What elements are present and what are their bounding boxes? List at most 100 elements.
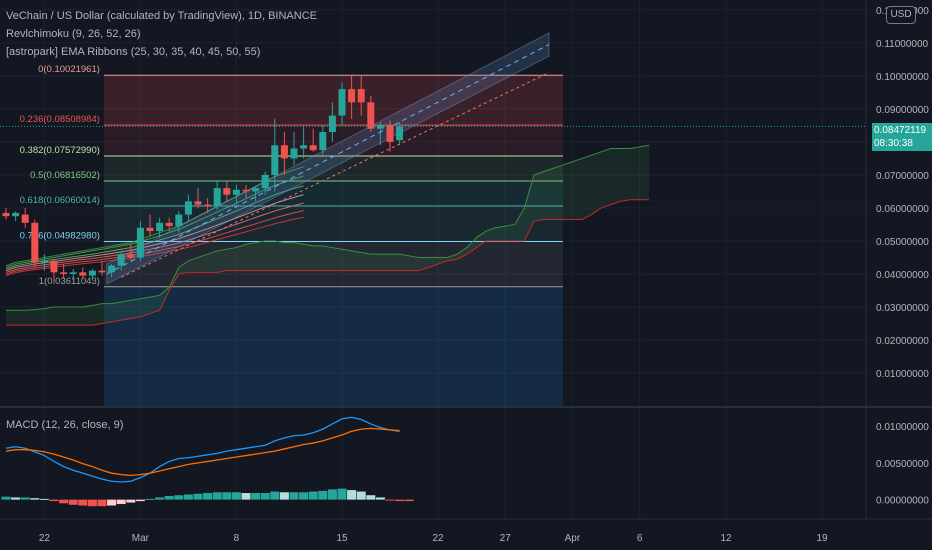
macd-histogram-bar xyxy=(260,493,270,500)
macd-histogram-bar xyxy=(68,499,78,505)
candle-body xyxy=(300,145,308,149)
macd-histogram-bar xyxy=(87,499,97,507)
macd-histogram-bar xyxy=(299,492,309,500)
macd-histogram-bar xyxy=(222,492,232,500)
macd-histogram-bar xyxy=(356,491,366,500)
candle-body xyxy=(242,189,250,192)
candle-body xyxy=(396,126,404,141)
macd-line xyxy=(5,416,400,483)
candle-body xyxy=(252,188,260,192)
fib-level-label: 0.236(0.08508984) xyxy=(20,114,100,125)
price-axis-label: 0.02000000 xyxy=(876,336,929,347)
macd-histogram-bar xyxy=(212,492,222,500)
candle-body xyxy=(60,272,68,274)
candle-body xyxy=(367,102,375,129)
candle-body xyxy=(319,132,327,151)
macd-histogram-bar xyxy=(49,499,59,502)
macd-histogram-bar xyxy=(39,498,49,500)
bar-countdown: 08:30:38 xyxy=(874,138,913,149)
candle-body xyxy=(223,188,231,195)
fib-level-label: 1(0.03611043) xyxy=(39,276,100,287)
candle-body xyxy=(146,227,154,232)
time-axis-label: 22 xyxy=(39,533,51,544)
fib-level-label: 0.5(0.06816502) xyxy=(30,170,100,181)
candle-body xyxy=(328,115,336,133)
price-axis-label: 0.01000000 xyxy=(876,369,929,380)
fib-zone xyxy=(103,181,564,206)
macd-histogram-bar xyxy=(404,499,414,502)
macd-histogram-bar xyxy=(318,490,328,500)
time-axis-label: 22 xyxy=(432,533,444,544)
candle-body xyxy=(127,254,135,258)
macd-histogram-bar xyxy=(78,499,88,506)
candle-body xyxy=(88,270,96,276)
macd-legend[interactable]: MACD (12, 26, close, 9) xyxy=(6,419,124,431)
candle-body xyxy=(348,89,356,103)
macd-histogram-bar xyxy=(174,495,184,500)
fib-extension-zone xyxy=(103,286,564,406)
macd-histogram-bar xyxy=(155,497,165,500)
macd-histogram-bar xyxy=(337,488,347,500)
macd-histogram-bar xyxy=(395,499,405,502)
ema-ribbon-line xyxy=(5,175,304,268)
macd-histogram-bar xyxy=(183,494,193,500)
candle-body xyxy=(2,212,10,217)
macd-histogram-bar xyxy=(347,490,357,500)
fib-zone xyxy=(103,156,564,182)
macd-histogram-bar xyxy=(30,498,40,500)
macd-histogram-bar xyxy=(241,493,251,500)
candle-body xyxy=(69,272,77,274)
macd-histogram-bar xyxy=(375,497,385,500)
trend-dashed-line xyxy=(120,72,550,278)
macd-axis-label: 0.00500000 xyxy=(876,459,929,470)
candle-body xyxy=(12,212,20,217)
candle-body xyxy=(271,145,279,175)
currency-button[interactable]: USD xyxy=(886,6,916,24)
candle-body xyxy=(194,201,202,205)
price-axis-label: 0.06000000 xyxy=(876,204,929,215)
candle-body xyxy=(213,188,221,207)
macd-histogram-bar xyxy=(97,499,107,507)
macd-histogram-bar xyxy=(231,492,241,500)
candle-body xyxy=(309,145,317,151)
macd-histogram-bar xyxy=(11,497,21,500)
candle-body xyxy=(232,189,240,195)
candle-body xyxy=(108,265,116,273)
candle-body xyxy=(117,254,125,266)
macd-histogram-bar xyxy=(107,499,117,506)
chart-title: VeChain / US Dollar (calculated by Tradi… xyxy=(6,10,317,22)
macd-histogram-bar xyxy=(279,492,289,500)
macd-histogram-bar xyxy=(135,499,145,502)
candle-body xyxy=(376,125,384,129)
candle-body xyxy=(261,174,269,189)
candle-body xyxy=(204,204,212,207)
macd-histogram-bar xyxy=(59,499,69,504)
fib-level-label: 0.382(0.07572990) xyxy=(20,145,100,156)
candle-body xyxy=(386,125,394,142)
macd-histogram-bar xyxy=(203,493,213,500)
candle-body xyxy=(31,222,39,263)
macd-histogram-bar xyxy=(164,495,174,500)
candle-body xyxy=(79,272,87,276)
macd-histogram-bar xyxy=(145,498,155,500)
ichimoku-legend[interactable]: Revlchimoku (9, 26, 52, 26) xyxy=(6,28,141,40)
ichimoku-span-a xyxy=(6,144,650,311)
macd-histogram-bar xyxy=(289,492,299,500)
price-axis-label: 0.11000000 xyxy=(876,39,929,50)
macd-histogram-bar xyxy=(270,491,280,500)
macd-histogram-bar xyxy=(193,493,203,500)
macd-histogram-bar xyxy=(366,495,376,500)
time-axis-label: 19 xyxy=(816,533,828,544)
ichimoku-span-b xyxy=(6,199,650,326)
macd-histogram-bar xyxy=(20,497,30,500)
fib-level-label: 0.786(0.04982980) xyxy=(20,231,100,242)
regression-midline xyxy=(106,44,550,275)
macd-histogram-bar xyxy=(327,489,337,500)
ema-ribbons-legend[interactable]: [astropark] EMA Ribbons (25, 30, 35, 40,… xyxy=(6,46,261,58)
candle-body xyxy=(40,260,48,263)
candle-body xyxy=(21,214,29,223)
price-axis-label: 0.03000000 xyxy=(876,303,929,314)
time-axis-label: Mar xyxy=(132,533,150,544)
macd-axis-label: 0.00000000 xyxy=(876,496,929,507)
